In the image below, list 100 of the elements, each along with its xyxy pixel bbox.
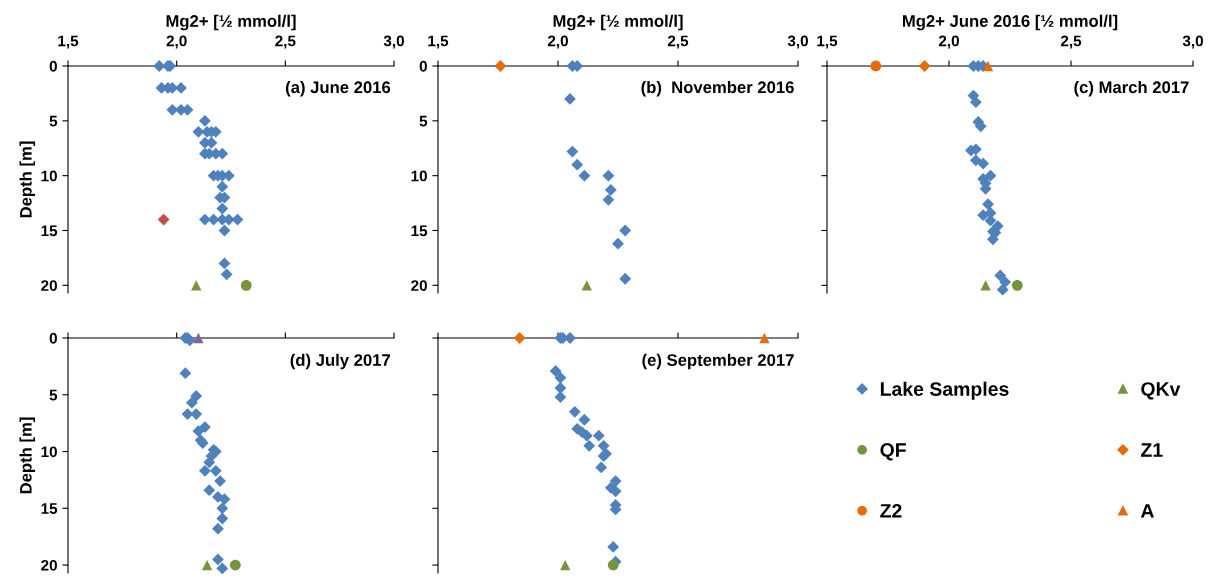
y-axis-title: Depth [m]	[19, 417, 36, 494]
point	[220, 268, 233, 281]
point	[982, 60, 994, 72]
point	[604, 184, 617, 196]
point	[179, 367, 192, 380]
point	[602, 169, 615, 182]
text: (e) September 2017	[642, 353, 794, 370]
x-tick-label: 2,5	[1060, 35, 1082, 49]
text: (b) November 2016	[641, 80, 794, 97]
point	[870, 60, 882, 72]
x-tick-label: 2,5	[275, 35, 296, 49]
point	[612, 237, 624, 250]
point	[969, 96, 982, 109]
point	[980, 280, 991, 291]
y-tick-label: 0	[49, 332, 57, 344]
point	[564, 93, 576, 105]
point	[984, 169, 997, 182]
point	[578, 169, 591, 182]
x-axis-title: Mg2+ [½ mmol/l]	[166, 14, 296, 31]
point	[566, 145, 579, 158]
point	[190, 408, 203, 420]
legend-label: Lake Samples	[880, 381, 1009, 400]
y-tick-label: 15	[41, 503, 58, 514]
x-tick-label: 2,0	[938, 35, 959, 49]
point	[568, 405, 581, 418]
y-axis-title: Depth [m]	[19, 141, 36, 218]
x-tick-label: 2,5	[667, 35, 689, 49]
point	[607, 541, 620, 553]
point	[513, 332, 526, 344]
point	[609, 475, 622, 487]
point	[214, 475, 227, 487]
legend-label: QF	[880, 443, 906, 461]
text: (c) March 2017	[1074, 80, 1189, 97]
x-tick-label: 3,0	[787, 35, 808, 49]
point	[554, 382, 567, 394]
x-tick-label: 1,5	[428, 35, 449, 49]
point	[595, 461, 608, 474]
point	[982, 198, 994, 211]
x-tick-label: 2,0	[166, 35, 187, 49]
point	[157, 213, 170, 226]
point	[193, 332, 204, 344]
point	[229, 559, 241, 571]
y-tick-label: 10	[41, 170, 57, 182]
point	[602, 193, 615, 206]
legend-label: QKv	[1141, 382, 1181, 400]
point	[999, 276, 1012, 288]
point	[619, 272, 632, 285]
point	[571, 158, 584, 171]
point	[190, 390, 203, 402]
point	[216, 180, 229, 193]
point	[554, 391, 567, 403]
point	[218, 257, 231, 270]
point	[209, 464, 222, 477]
point	[240, 279, 252, 291]
x-axis-title: Mg2+ [½ mmol/l]	[553, 14, 683, 31]
point	[578, 413, 591, 426]
point	[977, 157, 990, 170]
point	[619, 224, 632, 237]
point	[201, 559, 213, 571]
point	[969, 154, 982, 167]
y-tick-label: 20	[41, 559, 57, 571]
point	[212, 522, 224, 535]
x-tick-label: 1,5	[58, 35, 79, 49]
point	[216, 562, 229, 575]
y-tick-label: 20	[411, 280, 427, 292]
y-tick-label: 10	[41, 446, 57, 458]
x-tick-label: 2,0	[547, 35, 568, 49]
y-tick-label: 0	[419, 60, 427, 72]
point	[1011, 279, 1023, 291]
point	[759, 332, 770, 344]
point	[583, 439, 596, 452]
y-tick-label: 10	[411, 170, 427, 182]
legend-label: A	[1140, 504, 1154, 518]
point	[203, 484, 216, 497]
point	[199, 464, 211, 477]
point	[494, 60, 507, 72]
point	[560, 559, 571, 571]
text: (d) July 2017	[290, 353, 391, 370]
text: (a) June 2016	[285, 80, 391, 97]
legend-label: Z1	[1141, 443, 1163, 457]
point	[216, 202, 229, 215]
point	[216, 512, 229, 525]
y-tick-label: 0	[49, 60, 57, 72]
x-axis-title: Mg2+ June 2016 [½ mmol/l]	[902, 14, 1118, 31]
point	[592, 429, 605, 442]
y-tick-label: 5	[49, 389, 58, 401]
x-tick-label: 1,5	[817, 35, 838, 49]
legend-label: Z2	[880, 503, 902, 518]
y-tick-label: 5	[49, 115, 58, 127]
point	[212, 553, 224, 566]
x-tick-label: 3,0	[1182, 35, 1203, 49]
y-tick-label: 15	[41, 225, 58, 237]
point	[192, 425, 205, 437]
point	[199, 114, 211, 127]
point	[549, 365, 562, 377]
point	[918, 60, 931, 72]
point	[199, 213, 211, 226]
point	[607, 559, 619, 571]
y-tick-label: 20	[41, 280, 57, 292]
point	[996, 283, 1009, 296]
